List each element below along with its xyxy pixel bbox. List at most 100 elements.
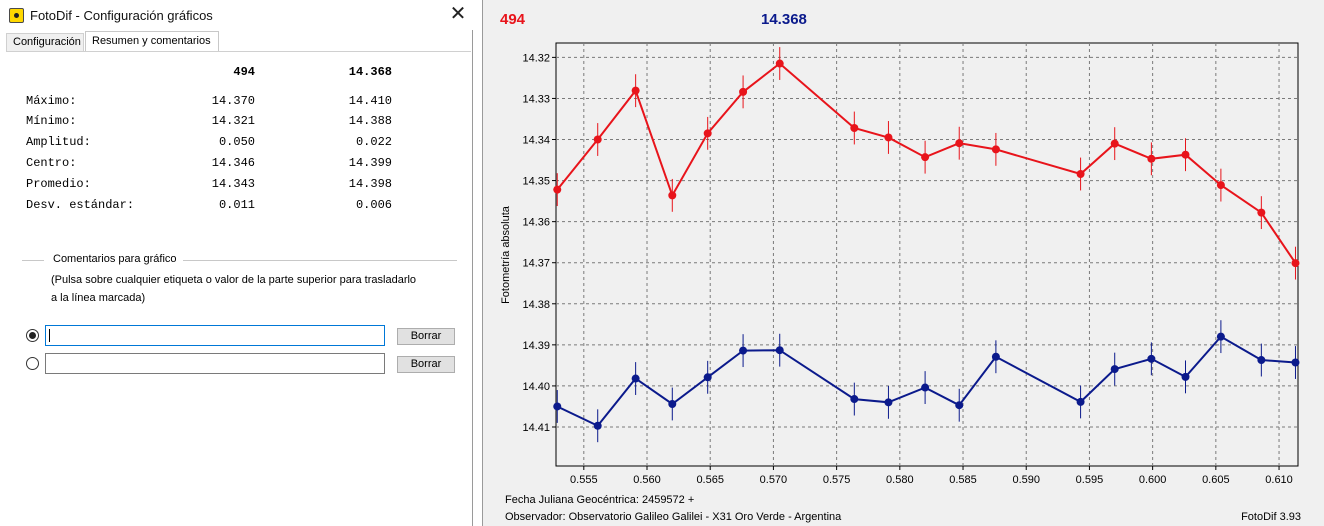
stat-value[interactable]: 0.050 (218, 135, 255, 149)
comment-line-2-input[interactable] (45, 353, 385, 374)
data-point (668, 191, 677, 200)
title-bar: FotoDif - Configuración gráficos ✕ (0, 0, 473, 30)
chart-header-label-494[interactable]: 494 (500, 11, 526, 28)
data-point (668, 399, 677, 408)
data-point (850, 124, 859, 133)
stat-value[interactable]: 0.011 (218, 198, 255, 212)
series-group (553, 47, 1300, 443)
tab-divider (6, 51, 471, 52)
borrar-button-1[interactable]: Borrar (397, 328, 455, 345)
x-tick-label: 0.575 (823, 474, 851, 486)
data-point (739, 87, 748, 96)
stat-value[interactable]: 14.321 (211, 114, 255, 128)
x-tick-label: 0.600 (1139, 474, 1167, 486)
config-dialog: FotoDif - Configuración gráficos ✕ Confi… (0, 0, 473, 526)
comments-section-title: Comentarios para gráfico (53, 253, 177, 265)
stat-value[interactable]: 0.022 (355, 135, 392, 149)
y-tick-label: 14.32 (522, 52, 550, 64)
summary-header-14368[interactable]: 14.368 (348, 65, 392, 79)
comment-line-1-input[interactable] (45, 325, 385, 346)
data-point (1076, 170, 1085, 179)
stat-label-amplitud[interactable]: Amplitud: (26, 135, 91, 149)
data-point (1110, 139, 1119, 148)
y-tick-label: 14.34 (522, 135, 550, 147)
tab-configuracion[interactable]: Configuración (6, 33, 84, 51)
data-point (703, 129, 712, 138)
y-tick-label: 14.39 (522, 340, 550, 352)
chart-header-label-14368[interactable]: 14.368 (761, 11, 807, 28)
x-tick-label: 0.560 (633, 474, 661, 486)
data-point (1257, 208, 1266, 217)
data-point (739, 346, 748, 355)
stat-value[interactable]: 14.399 (348, 156, 392, 170)
stat-value[interactable]: 14.343 (211, 177, 255, 191)
data-point (703, 373, 712, 382)
data-point (1076, 397, 1085, 406)
comment-line-2-radio[interactable] (26, 357, 39, 370)
x-tick-label: 0.610 (1265, 474, 1293, 486)
data-point (1216, 332, 1225, 341)
data-point (955, 139, 964, 148)
borrar-button-2[interactable]: Borrar (397, 356, 455, 373)
x-tick-label: 0.565 (696, 474, 724, 486)
y-axis-label: Fotometría absoluta (500, 205, 512, 304)
y-tick-label: 14.36 (522, 217, 550, 229)
stat-value[interactable]: 14.410 (348, 94, 392, 108)
data-point (1181, 150, 1190, 159)
stat-value[interactable]: 14.388 (348, 114, 392, 128)
group-rule (183, 260, 457, 261)
footer-observer: Observador: Observatorio Galileo Galilei… (505, 511, 842, 523)
stat-label-minimo[interactable]: Mínimo: (26, 114, 77, 128)
data-point (1257, 356, 1266, 365)
close-button[interactable]: ✕ (449, 3, 467, 25)
data-point (1291, 358, 1300, 367)
stat-label-promedio[interactable]: Promedio: (26, 177, 91, 191)
stat-label-desv-estandar[interactable]: Desv. estándar: (26, 198, 135, 212)
data-point (850, 395, 859, 404)
data-point (921, 383, 930, 392)
y-tick-label: 14.41 (522, 422, 550, 434)
data-point (1147, 154, 1156, 163)
summary-header-494[interactable]: 494 (233, 65, 255, 79)
data-point (884, 133, 893, 142)
x-tick-label: 0.605 (1202, 474, 1230, 486)
data-point (1147, 354, 1156, 363)
footer-version: FotoDif 3.93 (1241, 511, 1301, 523)
data-point (775, 346, 784, 355)
group-rule (22, 260, 44, 261)
y-tick-label: 14.37 (522, 258, 550, 270)
data-point (631, 86, 640, 95)
stat-label-centro[interactable]: Centro: (26, 156, 77, 170)
comments-hint: a la línea marcada) (51, 292, 146, 304)
y-tick-label: 14.38 (522, 299, 550, 311)
x-tick-label: 0.580 (886, 474, 914, 486)
x-tick-label: 0.595 (1076, 474, 1104, 486)
grid (556, 43, 1298, 466)
stat-value[interactable]: 14.398 (348, 177, 392, 191)
x-tick-label: 0.555 (570, 474, 598, 486)
light-curve-chart: 494 14.368 0.555 0.560 0.565 0.570 0.575 0.58… (500, 11, 1301, 523)
stat-value[interactable]: 14.370 (211, 94, 255, 108)
data-point (553, 185, 562, 194)
data-point (884, 398, 893, 407)
data-point (1291, 259, 1300, 268)
data-point (1181, 372, 1190, 381)
data-point (991, 352, 1000, 361)
comments-hint: (Pulsa sobre cualquier etiqueta o valor … (51, 274, 417, 286)
data-point (593, 421, 602, 430)
comment-line-1-radio[interactable] (26, 329, 39, 342)
y-tick-label: 14.40 (522, 381, 550, 393)
data-point (1110, 365, 1119, 374)
data-point (553, 402, 562, 411)
stat-value[interactable]: 14.346 (211, 156, 255, 170)
footer-date: Fecha Juliana Geocéntrica: 2459572 + (505, 494, 694, 506)
data-point (921, 153, 930, 162)
axis-ticks: 0.555 0.560 0.565 0.570 0.575 0.580 0.585 0.590… (522, 52, 1292, 486)
stat-label-maximo[interactable]: Máximo: (26, 94, 77, 108)
stat-value[interactable]: 0.006 (355, 198, 392, 212)
data-point (991, 145, 1000, 154)
window-gap (474, 0, 482, 526)
tab-resumen-comentarios[interactable]: Resumen y comentarios (85, 31, 219, 51)
x-tick-label: 0.570 (760, 474, 788, 486)
tab-strip: Configuración Resumen y comentarios (6, 30, 471, 52)
